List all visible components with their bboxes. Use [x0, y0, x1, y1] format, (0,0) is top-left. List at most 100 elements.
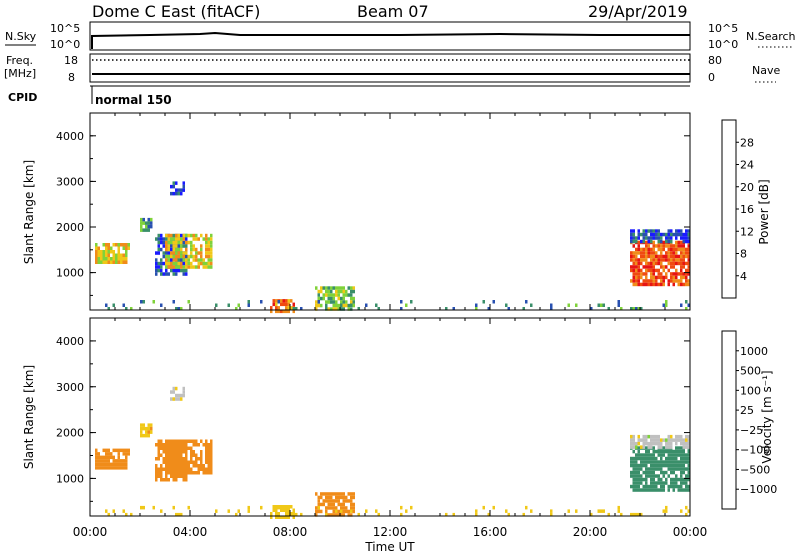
echo-cell [175, 265, 178, 269]
echo-cell [287, 306, 290, 310]
echo-cell [107, 250, 110, 254]
echo-cell [162, 251, 165, 255]
echo-cell [182, 258, 185, 262]
echo-cell [645, 282, 648, 287]
echo-cell [325, 289, 328, 294]
echo-cell [150, 224, 153, 229]
echo-cell [657, 467, 660, 471]
echo-cell [667, 445, 670, 449]
echo-cell [375, 509, 378, 513]
echo-cell [177, 450, 180, 454]
echo-cell [207, 457, 210, 461]
echo-cell [352, 296, 355, 301]
echo-cell [147, 426, 150, 431]
echo-cell [120, 243, 123, 247]
echo-cell [662, 509, 665, 513]
echo-cell [652, 265, 655, 269]
echo-cell [632, 236, 635, 240]
echo-cell [105, 260, 108, 264]
echo-cell [680, 265, 683, 269]
colorbar-tick-label: 1000 [740, 345, 768, 358]
echo-cell [507, 512, 510, 517]
echo-cell [177, 464, 180, 468]
echo-cell [635, 474, 638, 478]
velocity-y-axis-label: Slant Range [km] [22, 365, 36, 469]
echo-cell [660, 251, 663, 255]
echo-cell [640, 272, 643, 276]
echo-cell [357, 512, 360, 517]
echo-cell [190, 450, 193, 454]
echo-cell [175, 453, 178, 457]
echo-cell [190, 439, 193, 443]
colorbar-tick-label: 500 [740, 365, 761, 378]
nsky-right-tick-top: 10^5 [708, 22, 738, 35]
echo-cell [227, 509, 230, 513]
echo-cell [175, 512, 178, 517]
echo-cell [667, 247, 670, 252]
echo-cell [652, 453, 655, 457]
echo-cell [165, 443, 168, 447]
echo-cell [632, 261, 635, 266]
echo-cell [200, 247, 203, 252]
echo-cell [332, 293, 335, 297]
echo-cell [187, 467, 190, 471]
echo-cell [687, 236, 690, 240]
echo-cell [177, 512, 180, 517]
echo-cell [352, 502, 355, 507]
echo-cell [172, 505, 175, 510]
echo-cell [322, 296, 325, 301]
echo-cell [665, 470, 668, 475]
echo-cell [270, 306, 273, 310]
echo-cell [617, 509, 620, 513]
echo-cell [120, 466, 123, 470]
echo-cell [632, 463, 635, 468]
echo-cell [182, 443, 185, 447]
echo-cell [102, 448, 105, 453]
echo-cell [162, 261, 165, 266]
echo-cell [650, 258, 653, 262]
echo-cell [632, 441, 635, 446]
power-colorbar-label: Power [dB] [757, 179, 771, 244]
echo-cell [160, 261, 163, 266]
echo-cell [675, 446, 678, 450]
echo-cell [352, 492, 355, 496]
echo-cell [670, 441, 673, 446]
echo-cell [347, 293, 350, 297]
echo-cell [687, 477, 690, 482]
echo-cell [677, 229, 680, 233]
echo-cell [655, 463, 658, 468]
echo-cell [667, 449, 670, 454]
echo-cell [680, 463, 683, 468]
echo-cell [525, 505, 528, 510]
echo-cell [680, 303, 683, 307]
freq-left-tick-top: 18 [64, 54, 78, 67]
echo-cell [640, 232, 643, 237]
echo-cell [677, 434, 680, 439]
echo-cell [345, 300, 348, 304]
echo-cell [172, 244, 175, 248]
echo-cell [645, 463, 648, 468]
echo-cell [287, 299, 290, 303]
echo-cell [97, 459, 100, 463]
echo-cell [637, 272, 640, 276]
echo-cell [170, 474, 173, 478]
echo-cell [680, 275, 683, 280]
echo-cell [172, 237, 175, 241]
echo-cell [687, 268, 690, 273]
echo-cell [275, 508, 278, 512]
echo-cell [670, 470, 673, 475]
echo-cell [682, 477, 685, 482]
echo-cell [332, 300, 335, 304]
echo-cell [670, 265, 673, 269]
echo-cell [192, 460, 195, 464]
echo-cell [682, 239, 685, 244]
echo-cell [195, 464, 198, 468]
echo-cell [685, 251, 688, 255]
echo-cell [187, 240, 190, 245]
echo-cell [635, 261, 638, 266]
echo-cell [660, 484, 663, 489]
echo-cell [635, 265, 638, 269]
echo-cell [102, 257, 105, 261]
echo-cell [670, 438, 673, 442]
echo-cell [177, 439, 180, 443]
